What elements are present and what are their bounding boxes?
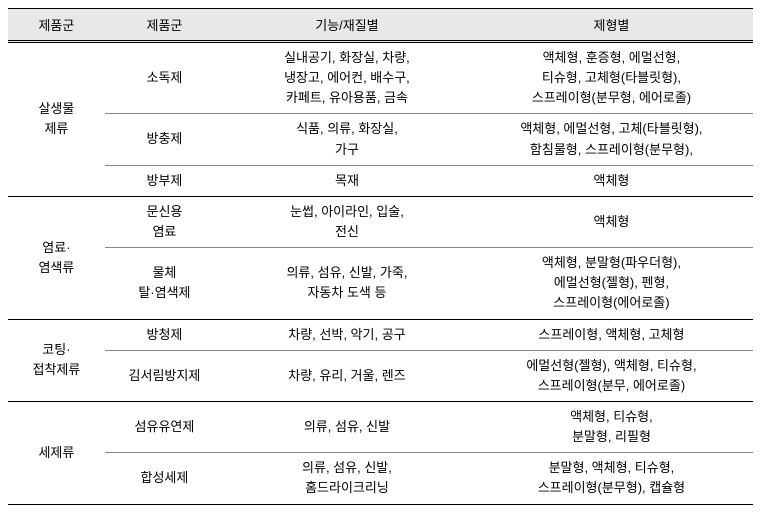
subcategory: 김서림방지제 (105, 350, 224, 401)
subcategory: 물체탈·염색제 (105, 248, 224, 319)
form-type: 액체형 (470, 165, 753, 196)
subcategory: 소독제 (105, 42, 224, 114)
function-material: 의류, 섬유, 신발, 가죽,자동차 도색 등 (224, 248, 470, 319)
product-table: 제품군 제품군 기능/재질별 제형별 살생물제류소독제실내공기, 화장실, 차량… (8, 8, 753, 505)
form-type: 액체형 (470, 196, 753, 247)
function-material: 차량, 유리, 거울, 렌즈 (224, 350, 470, 401)
subcategory: 문신용염료 (105, 196, 224, 247)
form-type: 액체형, 훈증형, 에멀선형,티슈형, 고체형(타블릿형),스프레이형(분무형,… (470, 42, 753, 114)
function-material: 의류, 섬유, 신발,홈드라이크리닝 (224, 453, 470, 504)
subcategory: 방부제 (105, 165, 224, 196)
subcategory: 방청제 (105, 319, 224, 350)
subcategory: 섬유유연제 (105, 401, 224, 452)
group-name: 살생물제류 (8, 42, 105, 197)
form-type: 액체형, 에멀선형, 고체(타블릿형),함침물형, 스프레이형(분무형), (470, 114, 753, 165)
form-type: 액체형, 분말형(파우더형),에멀선형(젤형), 펜형,스프레이형(에어로졸) (470, 248, 753, 319)
header-col-4: 제형별 (470, 9, 753, 42)
header-col-1: 제품군 (8, 9, 105, 42)
header-row: 제품군 제품군 기능/재질별 제형별 (8, 9, 753, 42)
function-material: 식품, 의류, 화장실,가구 (224, 114, 470, 165)
header-col-2: 제품군 (105, 9, 224, 42)
subcategory: 방충제 (105, 114, 224, 165)
function-material: 목재 (224, 165, 470, 196)
form-type: 에멀선형(젤형), 액체형, 티슈형,스프레이형(분무, 에어로졸) (470, 350, 753, 401)
form-type: 스프레이형, 액체형, 고체형 (470, 319, 753, 350)
group-name: 염료·염색류 (8, 196, 105, 319)
function-material: 실내공기, 화장실, 차량,냉장고, 에어컨, 배수구,카페트, 유아용품, 금… (224, 42, 470, 114)
header-col-3: 기능/재질별 (224, 9, 470, 42)
function-material: 차량, 선박, 악기, 공구 (224, 319, 470, 350)
function-material: 의류, 섬유, 신발 (224, 401, 470, 452)
group-name: 코팅·접착제류 (8, 319, 105, 401)
function-material: 눈썹, 아이라인, 입술,전신 (224, 196, 470, 247)
form-type: 액체형, 티슈형,분말형, 리필형 (470, 401, 753, 452)
subcategory: 합성세제 (105, 453, 224, 504)
group-name: 세제류 (8, 401, 105, 504)
form-type: 분말형, 액체형, 티슈형,스프레이형(분무형), 캡슐형 (470, 453, 753, 504)
